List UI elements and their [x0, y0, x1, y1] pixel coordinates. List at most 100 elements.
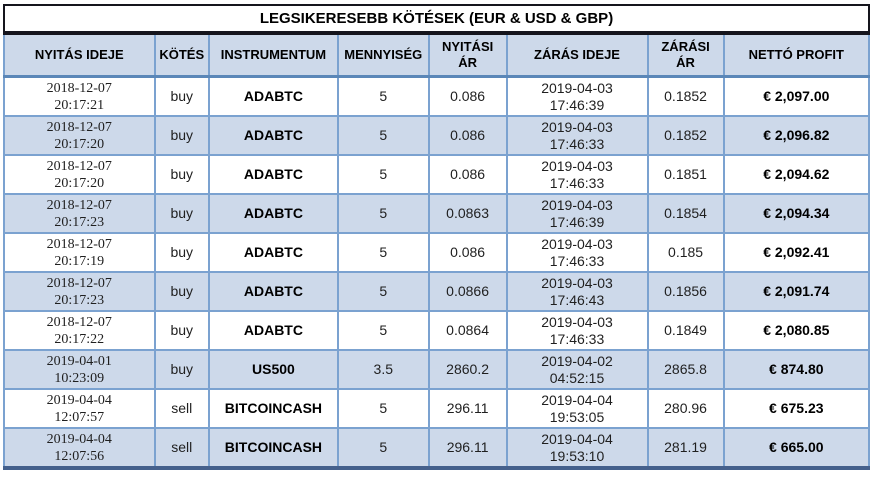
table-row: 2018-12-07 20:17:19 buy ADABTC 5 0.086 2019-0… — [3, 232, 871, 273]
table-row: 2018-12-07 20:17:23 buy ADABTC 5 0.0863 2019-… — [3, 193, 871, 234]
table-row: 2019-04-01 10:23:09 buy US500 3.5 2860.2 2019… — [3, 349, 871, 390]
cell-open-time: 2018-12-07 20:17:21 — [3, 75, 156, 117]
cell-direction: buy — [153, 193, 210, 234]
cell-net-profit: € 874.80 — [722, 349, 871, 390]
cell-open-time: 2019-04-04 12:07:57 — [3, 388, 156, 429]
cell-close-time: 2019-04-03 17:46:39 — [505, 193, 649, 234]
table-row: 2018-12-07 20:17:23 buy ADABTC 5 0.0866 2019-… — [3, 271, 871, 312]
cell-quantity: 3.5 — [336, 349, 430, 390]
cell-instrument: ADABTC — [207, 193, 339, 234]
cell-close-time: 2019-04-03 17:46:33 — [505, 115, 649, 156]
cell-instrument: ADABTC — [207, 154, 339, 195]
col-header-close-price: ZÁRÁSI ÁR — [646, 35, 725, 78]
cell-open-time: 2019-04-01 10:23:09 — [3, 349, 156, 390]
cell-instrument: ADABTC — [207, 115, 339, 156]
cell-direction: sell — [153, 388, 210, 429]
cell-close-price: 2865.8 — [646, 349, 725, 390]
cell-close-price: 0.1849 — [646, 310, 725, 351]
cell-close-time: 2019-04-02 04:52:15 — [505, 349, 649, 390]
cell-direction: buy — [153, 115, 210, 156]
cell-quantity: 5 — [336, 310, 430, 351]
cell-quantity: 5 — [336, 154, 430, 195]
cell-net-profit: € 2,092.41 — [722, 232, 871, 273]
cell-instrument: ADABTC — [207, 310, 339, 351]
trades-tbody: 2018-12-07 20:17:21 buy ADABTC 5 0.086 2019-0… — [3, 75, 871, 470]
cell-quantity: 5 — [336, 388, 430, 429]
cell-instrument: ADABTC — [207, 232, 339, 273]
cell-open-time: 2018-12-07 20:17:22 — [3, 310, 156, 351]
cell-direction: buy — [153, 271, 210, 312]
cell-close-price: 0.1856 — [646, 271, 725, 312]
cell-close-price: 0.1851 — [646, 154, 725, 195]
col-header-quantity: MENNYISÉG — [336, 35, 430, 78]
cell-close-time: 2019-04-03 17:46:33 — [505, 154, 649, 195]
cell-quantity: 5 — [336, 271, 430, 312]
trades-table: NYITÁS IDEJE KÖTÉS INSTRUMENTUM MENNYISÉ… — [3, 35, 871, 470]
col-header-close-time: ZÁRÁS IDEJE — [505, 35, 649, 78]
cell-open-price: 0.0866 — [427, 271, 508, 312]
cell-open-price: 0.086 — [427, 115, 508, 156]
cell-quantity: 5 — [336, 427, 430, 470]
cell-close-price: 281.19 — [646, 427, 725, 470]
cell-direction: sell — [153, 427, 210, 470]
cell-close-time: 2019-04-03 17:46:43 — [505, 271, 649, 312]
cell-open-price: 0.0863 — [427, 193, 508, 234]
cell-instrument: ADABTC — [207, 75, 339, 117]
cell-open-price: 0.0864 — [427, 310, 508, 351]
cell-open-time: 2018-12-07 20:17:23 — [3, 193, 156, 234]
col-header-net-profit: NETTÓ PROFIT — [722, 35, 871, 78]
cell-quantity: 5 — [336, 115, 430, 156]
table-row: 2018-12-07 20:17:20 buy ADABTC 5 0.086 2019-0… — [3, 115, 871, 156]
cell-instrument: BITCOINCASH — [207, 427, 339, 470]
cell-direction: buy — [153, 232, 210, 273]
cell-open-price: 0.086 — [427, 232, 508, 273]
cell-open-time: 2018-12-07 20:17:19 — [3, 232, 156, 273]
cell-instrument: BITCOINCASH — [207, 388, 339, 429]
col-header-direction: KÖTÉS — [153, 35, 210, 78]
cell-open-time: 2019-04-04 12:07:56 — [3, 427, 156, 470]
col-header-open-price: NYITÁSI ÁR — [427, 35, 508, 78]
cell-close-time: 2019-04-03 17:46:39 — [505, 75, 649, 117]
cell-open-price: 296.11 — [427, 427, 508, 470]
cell-close-price: 0.1854 — [646, 193, 725, 234]
table-row: 2019-04-04 12:07:57 sell BITCOINCASH 5 296.1… — [3, 388, 871, 429]
table-row: 2018-12-07 20:17:20 buy ADABTC 5 0.086 2019-0… — [3, 154, 871, 195]
cell-open-price: 0.086 — [427, 75, 508, 117]
col-header-instrument: INSTRUMENTUM — [207, 35, 339, 78]
cell-open-price: 2860.2 — [427, 349, 508, 390]
cell-close-time: 2019-04-04 19:53:05 — [505, 388, 649, 429]
table-title: LEGSIKERESEBB KÖTÉSEK (EUR & USD & GBP) — [3, 4, 870, 35]
cell-net-profit: € 2,080.85 — [722, 310, 871, 351]
cell-open-price: 0.086 — [427, 154, 508, 195]
cell-direction: buy — [153, 310, 210, 351]
cell-net-profit: € 2,094.62 — [722, 154, 871, 195]
cell-close-price: 0.185 — [646, 232, 725, 273]
table-row: 2018-12-07 20:17:22 buy ADABTC 5 0.0864 2019-… — [3, 310, 871, 351]
cell-quantity: 5 — [336, 193, 430, 234]
table-row: 2019-04-04 12:07:56 sell BITCOINCASH 5 296.1… — [3, 427, 871, 470]
cell-net-profit: € 2,096.82 — [722, 115, 871, 156]
table-row: 2018-12-07 20:17:21 buy ADABTC 5 0.086 2019-0… — [3, 75, 871, 117]
cell-close-price: 0.1852 — [646, 75, 725, 117]
cell-open-price: 296.11 — [427, 388, 508, 429]
cell-instrument: US500 — [207, 349, 339, 390]
cell-open-time: 2018-12-07 20:17:20 — [3, 154, 156, 195]
cell-net-profit: € 2,091.74 — [722, 271, 871, 312]
cell-direction: buy — [153, 349, 210, 390]
cell-quantity: 5 — [336, 232, 430, 273]
cell-net-profit: € 2,094.34 — [722, 193, 871, 234]
cell-direction: buy — [153, 154, 210, 195]
cell-open-time: 2018-12-07 20:17:23 — [3, 271, 156, 312]
cell-instrument: ADABTC — [207, 271, 339, 312]
col-header-open-time: NYITÁS IDEJE — [3, 35, 156, 78]
cell-quantity: 5 — [336, 75, 430, 117]
cell-direction: buy — [153, 75, 210, 117]
cell-net-profit: € 675.23 — [722, 388, 871, 429]
cell-close-time: 2019-04-03 17:46:33 — [505, 310, 649, 351]
table-header-row: NYITÁS IDEJE KÖTÉS INSTRUMENTUM MENNYISÉ… — [3, 35, 871, 78]
cell-net-profit: € 665.00 — [722, 427, 871, 470]
cell-close-price: 0.1852 — [646, 115, 725, 156]
trades-table-frame: LEGSIKERESEBB KÖTÉSEK (EUR & USD & GBP) … — [3, 4, 871, 470]
cell-open-time: 2018-12-07 20:17:20 — [3, 115, 156, 156]
cell-close-price: 280.96 — [646, 388, 725, 429]
